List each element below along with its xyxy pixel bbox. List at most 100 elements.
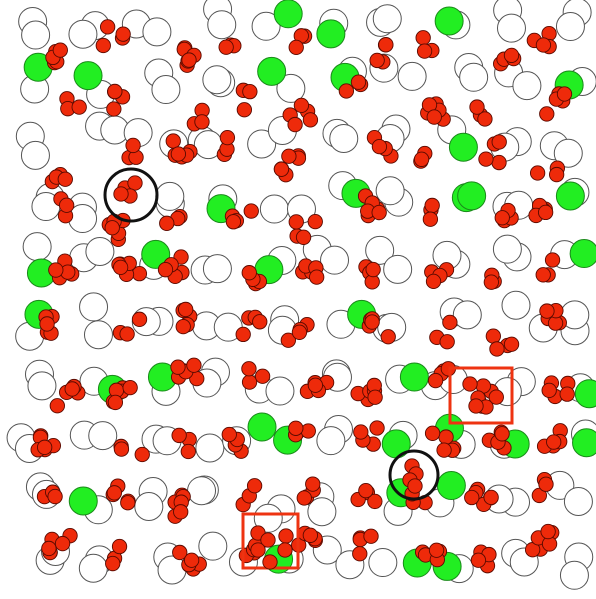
red-dot xyxy=(183,552,200,568)
red-dot xyxy=(539,303,555,319)
red-dot xyxy=(219,130,236,146)
red-dot xyxy=(413,151,430,167)
white-disk xyxy=(383,254,413,284)
white-disk xyxy=(492,234,522,264)
white-disk xyxy=(452,300,482,330)
red-dot xyxy=(488,389,504,405)
red-dot xyxy=(134,446,150,463)
red-dot xyxy=(549,166,565,183)
red-dot xyxy=(175,318,191,335)
red-dot xyxy=(503,47,520,64)
red-dot xyxy=(246,478,263,494)
red-dot xyxy=(47,488,63,505)
white-disk xyxy=(375,176,405,206)
red-dot xyxy=(295,229,312,245)
red-dot xyxy=(58,197,75,213)
red-dot xyxy=(559,386,575,402)
red-dot xyxy=(369,420,385,436)
green-disk xyxy=(141,239,171,269)
green-disk xyxy=(257,56,287,86)
red-dot xyxy=(462,376,478,392)
red-dot xyxy=(243,203,259,219)
red-dot xyxy=(277,542,293,558)
red-dot xyxy=(363,528,379,544)
red-dot xyxy=(106,485,122,501)
white-disk xyxy=(142,17,172,47)
red-dot xyxy=(367,389,383,405)
white-disk xyxy=(372,4,402,34)
red-dot xyxy=(112,259,129,276)
red-dot xyxy=(107,394,124,411)
white-disk xyxy=(21,20,51,50)
red-dot xyxy=(424,197,440,214)
white-disk xyxy=(157,555,187,585)
red-dot xyxy=(491,154,507,171)
red-dot xyxy=(535,267,551,283)
white-disk xyxy=(501,290,531,320)
white-disk xyxy=(247,129,277,159)
white-disk xyxy=(368,548,398,578)
white-disk xyxy=(27,371,57,401)
white-disk xyxy=(276,73,306,103)
white-disk xyxy=(78,553,108,583)
red-dot xyxy=(427,372,444,389)
red-dot xyxy=(159,215,175,231)
red-dot xyxy=(288,420,304,436)
white-disk xyxy=(259,194,289,224)
red-dot xyxy=(173,504,189,520)
red-dot xyxy=(106,101,122,117)
red-dot xyxy=(49,398,65,414)
red-dot xyxy=(288,214,304,230)
red-dot xyxy=(180,443,196,460)
red-dot xyxy=(99,19,116,35)
white-disk xyxy=(251,11,281,41)
red-dot xyxy=(307,377,324,393)
red-dot xyxy=(428,542,445,558)
red-dot xyxy=(300,423,316,439)
red-dot xyxy=(278,528,294,544)
red-dot xyxy=(296,490,312,506)
red-dot xyxy=(260,532,276,548)
red-dot xyxy=(436,442,452,458)
red-dot xyxy=(291,324,308,340)
red-dot xyxy=(485,328,501,344)
red-dot xyxy=(250,542,266,558)
red-dot xyxy=(172,544,188,561)
white-disk xyxy=(198,531,228,561)
red-dot xyxy=(71,99,87,115)
white-disk xyxy=(553,138,583,168)
red-dot xyxy=(302,112,319,128)
red-dot xyxy=(131,311,148,327)
red-dot xyxy=(535,37,552,53)
red-dot xyxy=(113,186,129,202)
red-dot xyxy=(186,357,202,373)
green-disk xyxy=(555,181,585,211)
red-dot xyxy=(119,326,135,342)
red-dot xyxy=(218,39,234,55)
white-disk xyxy=(265,376,295,406)
red-dot xyxy=(367,493,383,510)
red-dot xyxy=(37,439,53,455)
white-disk xyxy=(320,245,350,275)
red-dot xyxy=(483,489,499,506)
red-dot xyxy=(252,314,268,330)
red-dot xyxy=(424,425,441,441)
green-disk xyxy=(434,6,464,36)
red-dot xyxy=(241,361,257,377)
red-dot xyxy=(477,111,493,127)
red-dot xyxy=(194,114,210,130)
green-disk xyxy=(316,19,346,49)
red-dot xyxy=(307,213,323,230)
red-dot xyxy=(241,374,258,390)
red-dot xyxy=(157,262,174,278)
red-dot xyxy=(503,336,520,352)
red-dot xyxy=(115,26,131,42)
red-dot xyxy=(281,148,297,164)
red-dot xyxy=(41,540,57,557)
red-dot xyxy=(426,109,442,125)
red-dot xyxy=(469,99,485,115)
red-dot xyxy=(541,382,557,399)
red-dot xyxy=(546,434,562,450)
white-disk xyxy=(187,476,217,506)
red-dot xyxy=(364,314,380,330)
